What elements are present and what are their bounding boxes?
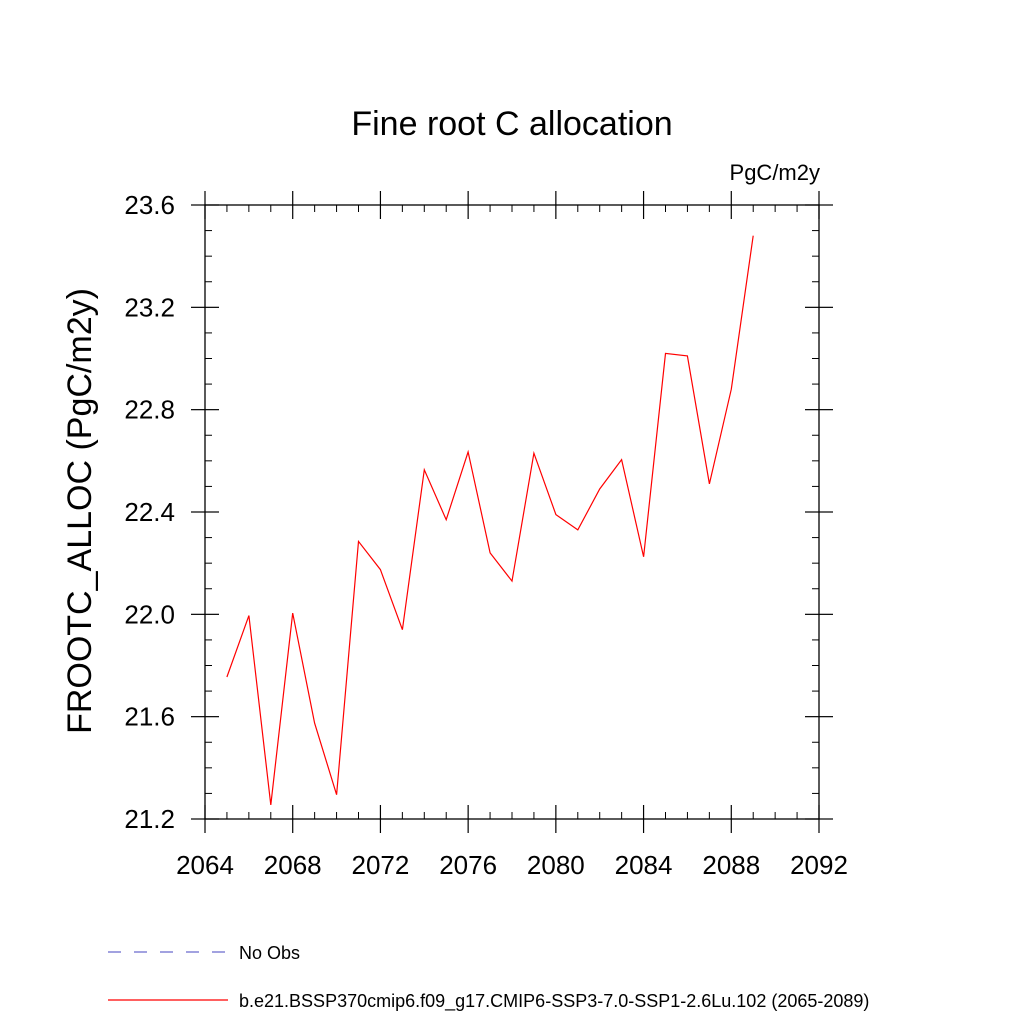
x-tick-label: 2072 <box>352 850 410 880</box>
axis-ticks <box>191 191 833 833</box>
chart-title: Fine root C allocation <box>351 105 672 143</box>
plot-frame <box>204 204 820 820</box>
series-layer <box>226 235 754 805</box>
legend: No Obs b.e21.BSSP370cmip6.f09_g17.CMIP6-S… <box>108 943 869 1012</box>
y-tick-label: 23.2 <box>124 292 175 322</box>
y-tick-label: 21.2 <box>124 804 175 834</box>
x-tick-label: 2068 <box>264 850 322 880</box>
x-tick-label: 2076 <box>439 850 497 880</box>
units-label: PgC/m2y <box>730 160 820 185</box>
y-tick-label: 22.8 <box>124 395 175 425</box>
y-tick-label: 22.0 <box>124 599 175 629</box>
x-tick-label: 2084 <box>615 850 673 880</box>
series-line <box>226 235 754 805</box>
legend-label: No Obs <box>239 943 300 963</box>
y-axis-label: FROOTC_ALLOC (PgC/m2y) <box>61 288 99 734</box>
x-tick-label: 2064 <box>176 850 234 880</box>
legend-label: b.e21.BSSP370cmip6.f09_g17.CMIP6-SSP3-7.… <box>239 991 869 1012</box>
y-tick-label: 21.6 <box>124 702 175 732</box>
x-tick-label: 2092 <box>790 850 848 880</box>
x-tick-label: 2088 <box>702 850 760 880</box>
axis-tick-labels: 2064 2068 2072 2076 2080 2084 2088 2092 21.2 21.6… <box>124 190 848 880</box>
x-tick-label: 2080 <box>527 850 585 880</box>
y-tick-label: 22.4 <box>124 497 175 527</box>
y-tick-label: 23.6 <box>124 190 175 220</box>
